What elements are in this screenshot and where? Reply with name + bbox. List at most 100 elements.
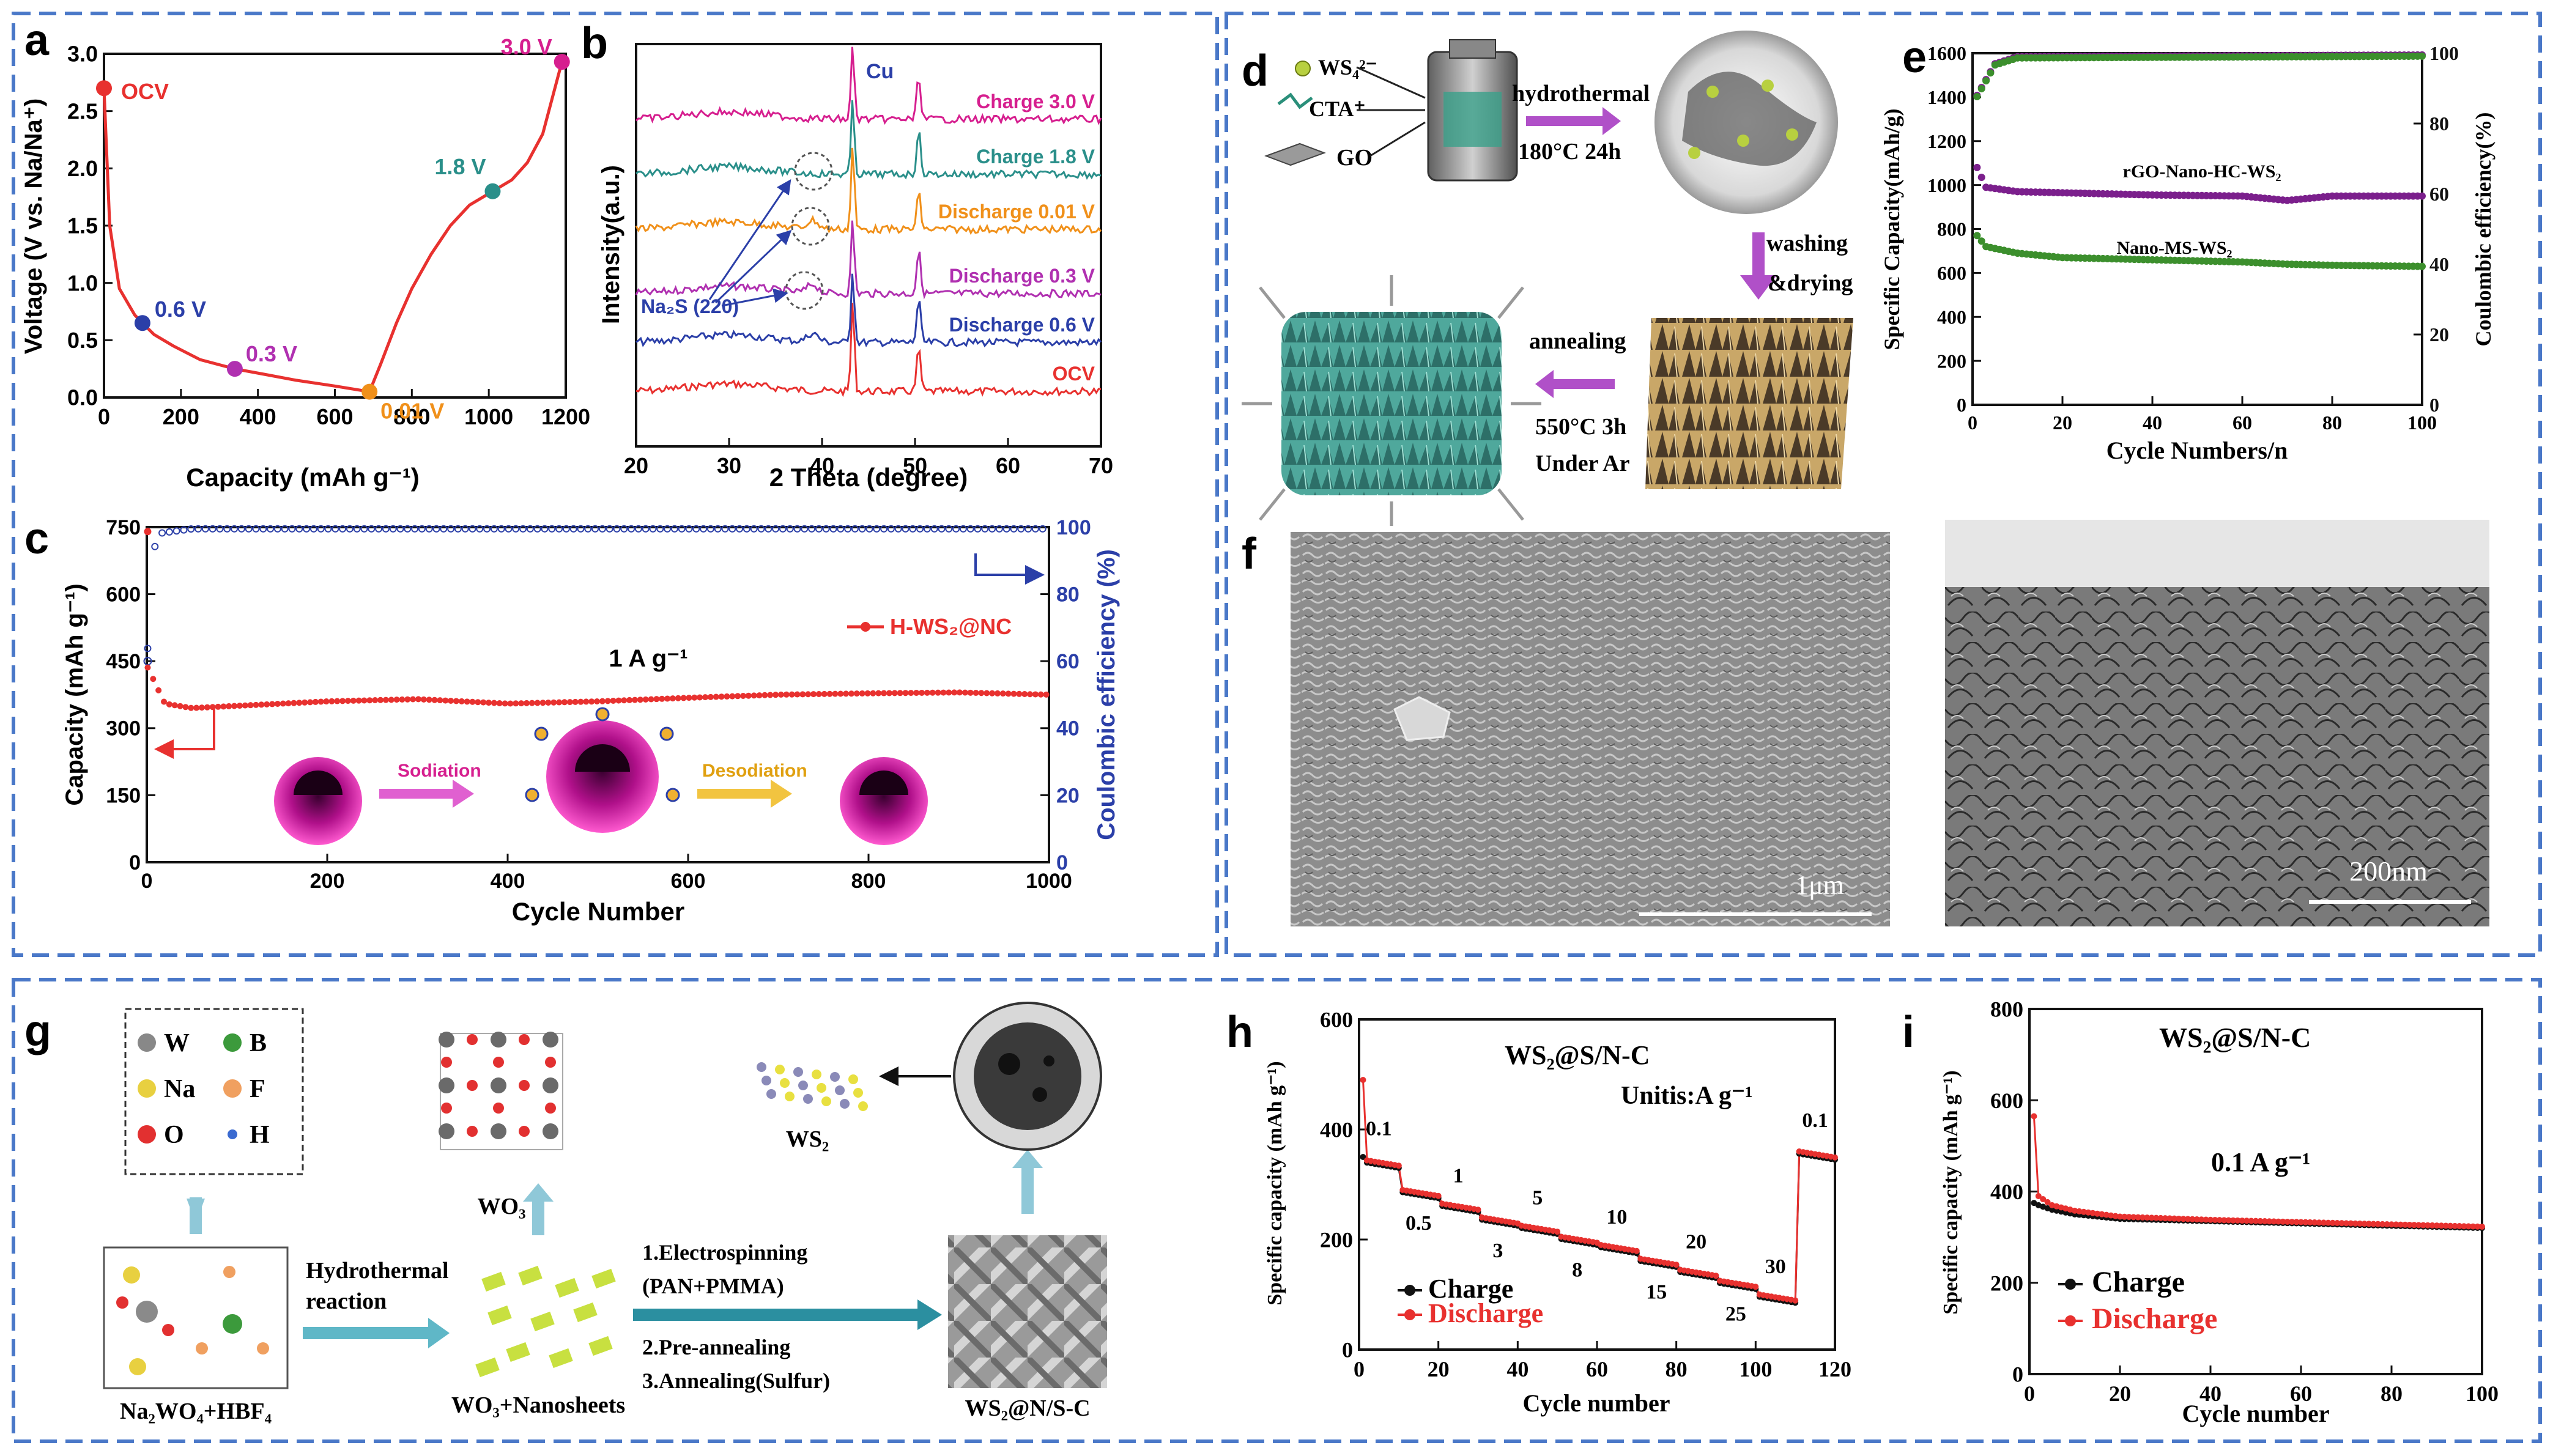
g-wo3-o xyxy=(519,1034,530,1045)
c-capacity-point xyxy=(475,699,481,706)
e-y2label: Coulombic efficiency(%) xyxy=(2471,113,2496,347)
b-cu-label: Cu xyxy=(866,60,894,83)
i-charge-point xyxy=(2031,1200,2037,1207)
a-point-marker xyxy=(96,80,112,97)
d-cta-chain xyxy=(1277,92,1313,109)
c-capacity-point xyxy=(702,694,709,701)
i-discharge-point xyxy=(2166,1215,2173,1222)
g-ws2-atom xyxy=(848,1074,858,1084)
panel-label-i: i xyxy=(1902,1008,1914,1057)
c-sphere-pristine xyxy=(274,757,362,845)
c-capacity-point xyxy=(799,691,806,698)
d-arrow-2 xyxy=(1740,232,1777,300)
c-capacity-point xyxy=(513,700,519,707)
a-xtick-label: 200 xyxy=(163,404,199,429)
d-autoclave-liner xyxy=(1443,92,1502,147)
i-discharge-point xyxy=(2470,1223,2477,1230)
g-f-atom-3 xyxy=(257,1342,269,1354)
b-circle-1 xyxy=(794,152,833,191)
g-arrow-2 xyxy=(633,1299,942,1330)
h-discharge-point xyxy=(1792,1297,1799,1304)
c-ytick-label: 750 xyxy=(106,516,141,539)
h-legend-discharge-marker xyxy=(1404,1309,1415,1320)
a-xtick-label: 800 xyxy=(393,404,430,429)
c-capacity-point xyxy=(697,694,703,701)
c-capacity-point xyxy=(518,700,525,707)
g-wo3-w xyxy=(439,1077,454,1093)
g-ws2-atom xyxy=(798,1081,808,1090)
h-note: Unitis:A g⁻¹ xyxy=(1621,1082,1753,1110)
c-capacity-point xyxy=(642,696,649,703)
e-efficiency-point xyxy=(1987,69,1995,77)
i-discharge-point xyxy=(2384,1221,2390,1228)
i-discharge-point xyxy=(2085,1209,2092,1216)
h-title: WS₂@S/N-C xyxy=(1505,1040,1650,1070)
c-capacity-point xyxy=(761,692,768,698)
i-xtick-label: 60 xyxy=(2290,1381,2312,1406)
c-capacity-point xyxy=(1005,690,1012,697)
g-nanosheet xyxy=(481,1271,506,1292)
c-efficiency-point xyxy=(721,525,729,533)
i-discharge-point xyxy=(2361,1221,2368,1227)
c-capacity-point xyxy=(577,698,584,705)
c-efficiency-point xyxy=(902,525,910,533)
i-discharge-point xyxy=(2465,1223,2472,1230)
h-legend-charge: Charge xyxy=(1428,1274,1513,1304)
c-capacity-point xyxy=(1016,690,1023,697)
i-ytick-label: 200 xyxy=(1990,1271,2023,1295)
c-capacity-point xyxy=(226,703,232,709)
i-discharge-point xyxy=(2153,1214,2160,1221)
h-rate-label: 0.5 xyxy=(1406,1212,1432,1235)
c-efficiency-point xyxy=(815,525,823,533)
c-capacity-point xyxy=(236,703,243,709)
h-rate-label: 15 xyxy=(1646,1281,1667,1304)
c-capacity-point xyxy=(999,690,1006,697)
c-capacity-point xyxy=(891,690,898,697)
c-efficiency-point xyxy=(411,525,419,533)
c-capacity-point xyxy=(317,698,324,705)
i-discharge-point xyxy=(2474,1223,2481,1230)
c-efficiency-point xyxy=(765,525,773,533)
c-efficiency-point xyxy=(418,525,426,533)
c-capacity-point xyxy=(523,700,530,706)
i-discharge-point xyxy=(2329,1219,2336,1226)
c-capacity-point xyxy=(864,690,871,697)
c-capacity-point xyxy=(929,689,936,696)
c-capacity-point xyxy=(534,700,541,706)
c-efficiency-point xyxy=(613,525,621,533)
c-capacity-point xyxy=(826,690,833,697)
i-discharge-point xyxy=(2239,1218,2245,1224)
c-capacity-point xyxy=(637,697,643,703)
c-capacity-point xyxy=(750,692,757,699)
d-dot-3 xyxy=(1737,135,1749,147)
g-step4: 3.Annealing(Sulfur) xyxy=(642,1369,830,1393)
h-discharge-point xyxy=(1673,1262,1680,1268)
i-discharge-point xyxy=(2171,1215,2177,1222)
c-xtick-label: 0 xyxy=(141,870,153,893)
i-discharge-point xyxy=(2108,1212,2114,1219)
c-efficiency-point xyxy=(295,525,303,533)
i-discharge-point xyxy=(2280,1218,2286,1225)
c-efficiency-point xyxy=(952,525,960,533)
c-capacity-point xyxy=(745,692,752,699)
c-capacity-point xyxy=(1010,690,1017,697)
i-discharge-point xyxy=(2393,1221,2399,1228)
i-discharge-point xyxy=(2402,1221,2409,1228)
c-capacity-point xyxy=(312,698,319,705)
a-ytick-label: 3.0 xyxy=(67,42,98,67)
d-dot-2 xyxy=(1762,79,1774,92)
e-efficiency-point xyxy=(1977,85,1985,93)
g-b-atom xyxy=(223,1314,242,1334)
i-discharge-point xyxy=(2461,1223,2467,1230)
c-na-ion-4 xyxy=(665,788,680,802)
d-washing-label: washing xyxy=(1766,231,1848,256)
g-wo3-o xyxy=(519,1080,530,1091)
c-efficiency-point xyxy=(584,525,592,533)
c-efficiency-point xyxy=(995,525,1003,533)
a-xtick-label: 0 xyxy=(98,404,110,429)
c-efficiency-point xyxy=(670,525,678,533)
c-capacity-point xyxy=(588,698,595,705)
a-point-label: 0.01 V xyxy=(380,399,444,424)
c-efficiency-point xyxy=(706,525,714,533)
c-capacity-point xyxy=(388,697,395,703)
